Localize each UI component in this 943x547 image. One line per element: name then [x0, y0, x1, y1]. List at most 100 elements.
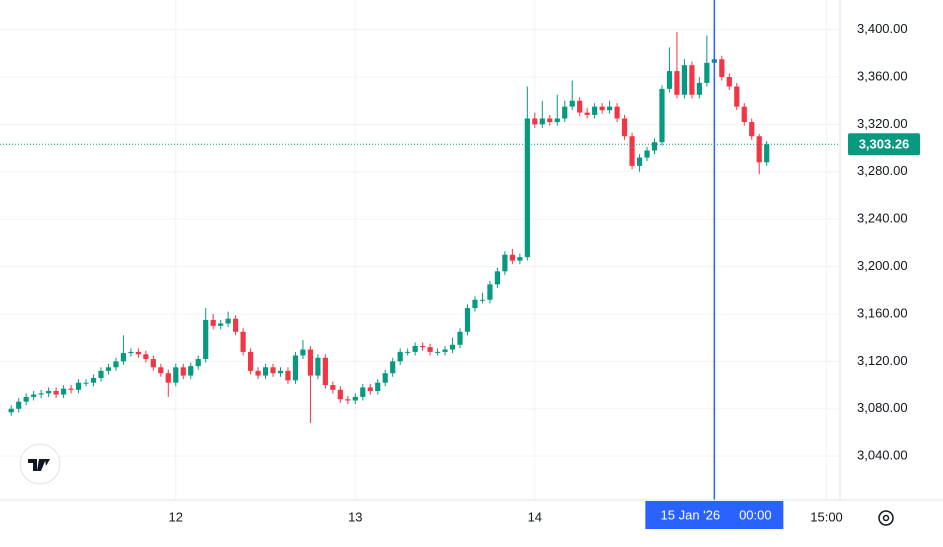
- candle-body: [621, 118, 628, 137]
- candle-body: [307, 349, 314, 376]
- candle-body: [240, 331, 246, 352]
- candle-body: [457, 331, 463, 345]
- candle-body: [277, 370, 284, 374]
- candle-body: [322, 357, 328, 386]
- candle-body: [203, 319, 209, 360]
- candle-body: [285, 370, 291, 381]
- candle-body: [120, 353, 127, 362]
- candle-body: [749, 122, 755, 137]
- candle-body: [592, 106, 598, 115]
- candle-body: [636, 157, 643, 166]
- candle-body: [367, 387, 373, 391]
- y-tick-label: 3,160.00: [857, 305, 908, 320]
- candle-body: [614, 106, 620, 119]
- candle-body: [659, 88, 665, 143]
- crosshair-date-label: 15 Jan '26: [661, 507, 721, 522]
- last-price-label: 3,303.26: [859, 137, 910, 152]
- candle-body: [218, 323, 224, 326]
- candle-body: [681, 65, 688, 95]
- candle-body: [300, 349, 306, 356]
- candle-body: [577, 100, 583, 113]
- candle-body: [262, 367, 269, 376]
- candle-body: [734, 86, 740, 107]
- candle-body: [532, 118, 538, 125]
- grid: [0, 0, 840, 500]
- candle-body: [247, 351, 254, 371]
- candle-body: [502, 254, 508, 272]
- candle-body: [352, 396, 358, 401]
- logo[interactable]: [19, 443, 61, 485]
- candle-body: [547, 118, 553, 123]
- candle-body: [83, 382, 89, 384]
- candle-body: [689, 65, 695, 95]
- candle-body: [479, 299, 486, 301]
- candle-body: [375, 382, 381, 391]
- candle-body: [90, 377, 97, 383]
- settings-button[interactable]: [878, 510, 894, 526]
- candle-body: [442, 349, 448, 352]
- candle-body: [569, 100, 575, 107]
- candle-body: [8, 408, 14, 413]
- candle-body: [53, 390, 59, 395]
- y-tick-label: 3,080.00: [857, 400, 908, 415]
- candle-body: [188, 366, 194, 376]
- candle-body: [397, 351, 403, 362]
- candle-body: [360, 387, 366, 397]
- axis-labels: 3,040.00 3,080.00 3,120.00 3,160.00 3,200.00…: [169, 21, 920, 529]
- candle-body: [173, 367, 179, 383]
- candle-body: [113, 361, 119, 368]
- candle-body: [60, 388, 67, 395]
- candle-body: [464, 308, 471, 332]
- candle-body: [128, 351, 134, 354]
- candle-body: [764, 144, 770, 163]
- candle-body: [315, 357, 321, 376]
- candle-body: [674, 71, 680, 95]
- candle-body: [434, 351, 441, 353]
- y-tick-label: 3,320.00: [857, 116, 908, 131]
- candle-body: [719, 59, 725, 78]
- logo-mark: [28, 459, 50, 471]
- candle-body: [494, 271, 501, 285]
- candle-body: [143, 354, 149, 360]
- candle-body: [292, 355, 299, 381]
- candle-body: [629, 136, 635, 166]
- y-tick-label: 3,240.00: [857, 211, 908, 226]
- settings-ring: [878, 510, 894, 526]
- candle-body: [644, 150, 650, 158]
- y-tick-label: 3,360.00: [857, 68, 908, 83]
- x-tick-label: 14: [528, 509, 542, 524]
- candle-body: [666, 71, 673, 89]
- candle-body: [584, 112, 590, 115]
- settings-hub: [882, 514, 890, 522]
- y-tick-label: 3,120.00: [857, 353, 908, 368]
- x-tick-label: 12: [169, 509, 183, 524]
- candle-body: [517, 257, 523, 261]
- candle-body: [135, 351, 141, 355]
- candle-body: [255, 370, 261, 376]
- candle-body: [741, 106, 747, 123]
- candle-body: [345, 399, 351, 401]
- candle-body: [651, 142, 658, 151]
- candle-body: [696, 82, 702, 95]
- candle-body: [75, 382, 82, 390]
- x-tick-label: 15:00: [810, 509, 843, 524]
- candle-body: [270, 367, 276, 374]
- y-tick-label: 3,400.00: [857, 21, 908, 36]
- y-tick-label: 3,280.00: [857, 163, 908, 178]
- candle-body: [554, 118, 560, 123]
- candle-body: [46, 390, 52, 394]
- candle-body: [524, 118, 530, 258]
- candle-body: [195, 359, 201, 367]
- y-tick-label: 3,200.00: [857, 258, 908, 273]
- candle-body: [607, 106, 613, 111]
- candle-body: [225, 318, 231, 324]
- candle-body: [599, 106, 605, 111]
- candle-body: [420, 345, 426, 348]
- candle-body: [405, 351, 411, 353]
- candle-body: [16, 401, 22, 409]
- candle-body: [105, 367, 112, 371]
- candle-body: [412, 345, 418, 352]
- candle-body: [726, 77, 732, 87]
